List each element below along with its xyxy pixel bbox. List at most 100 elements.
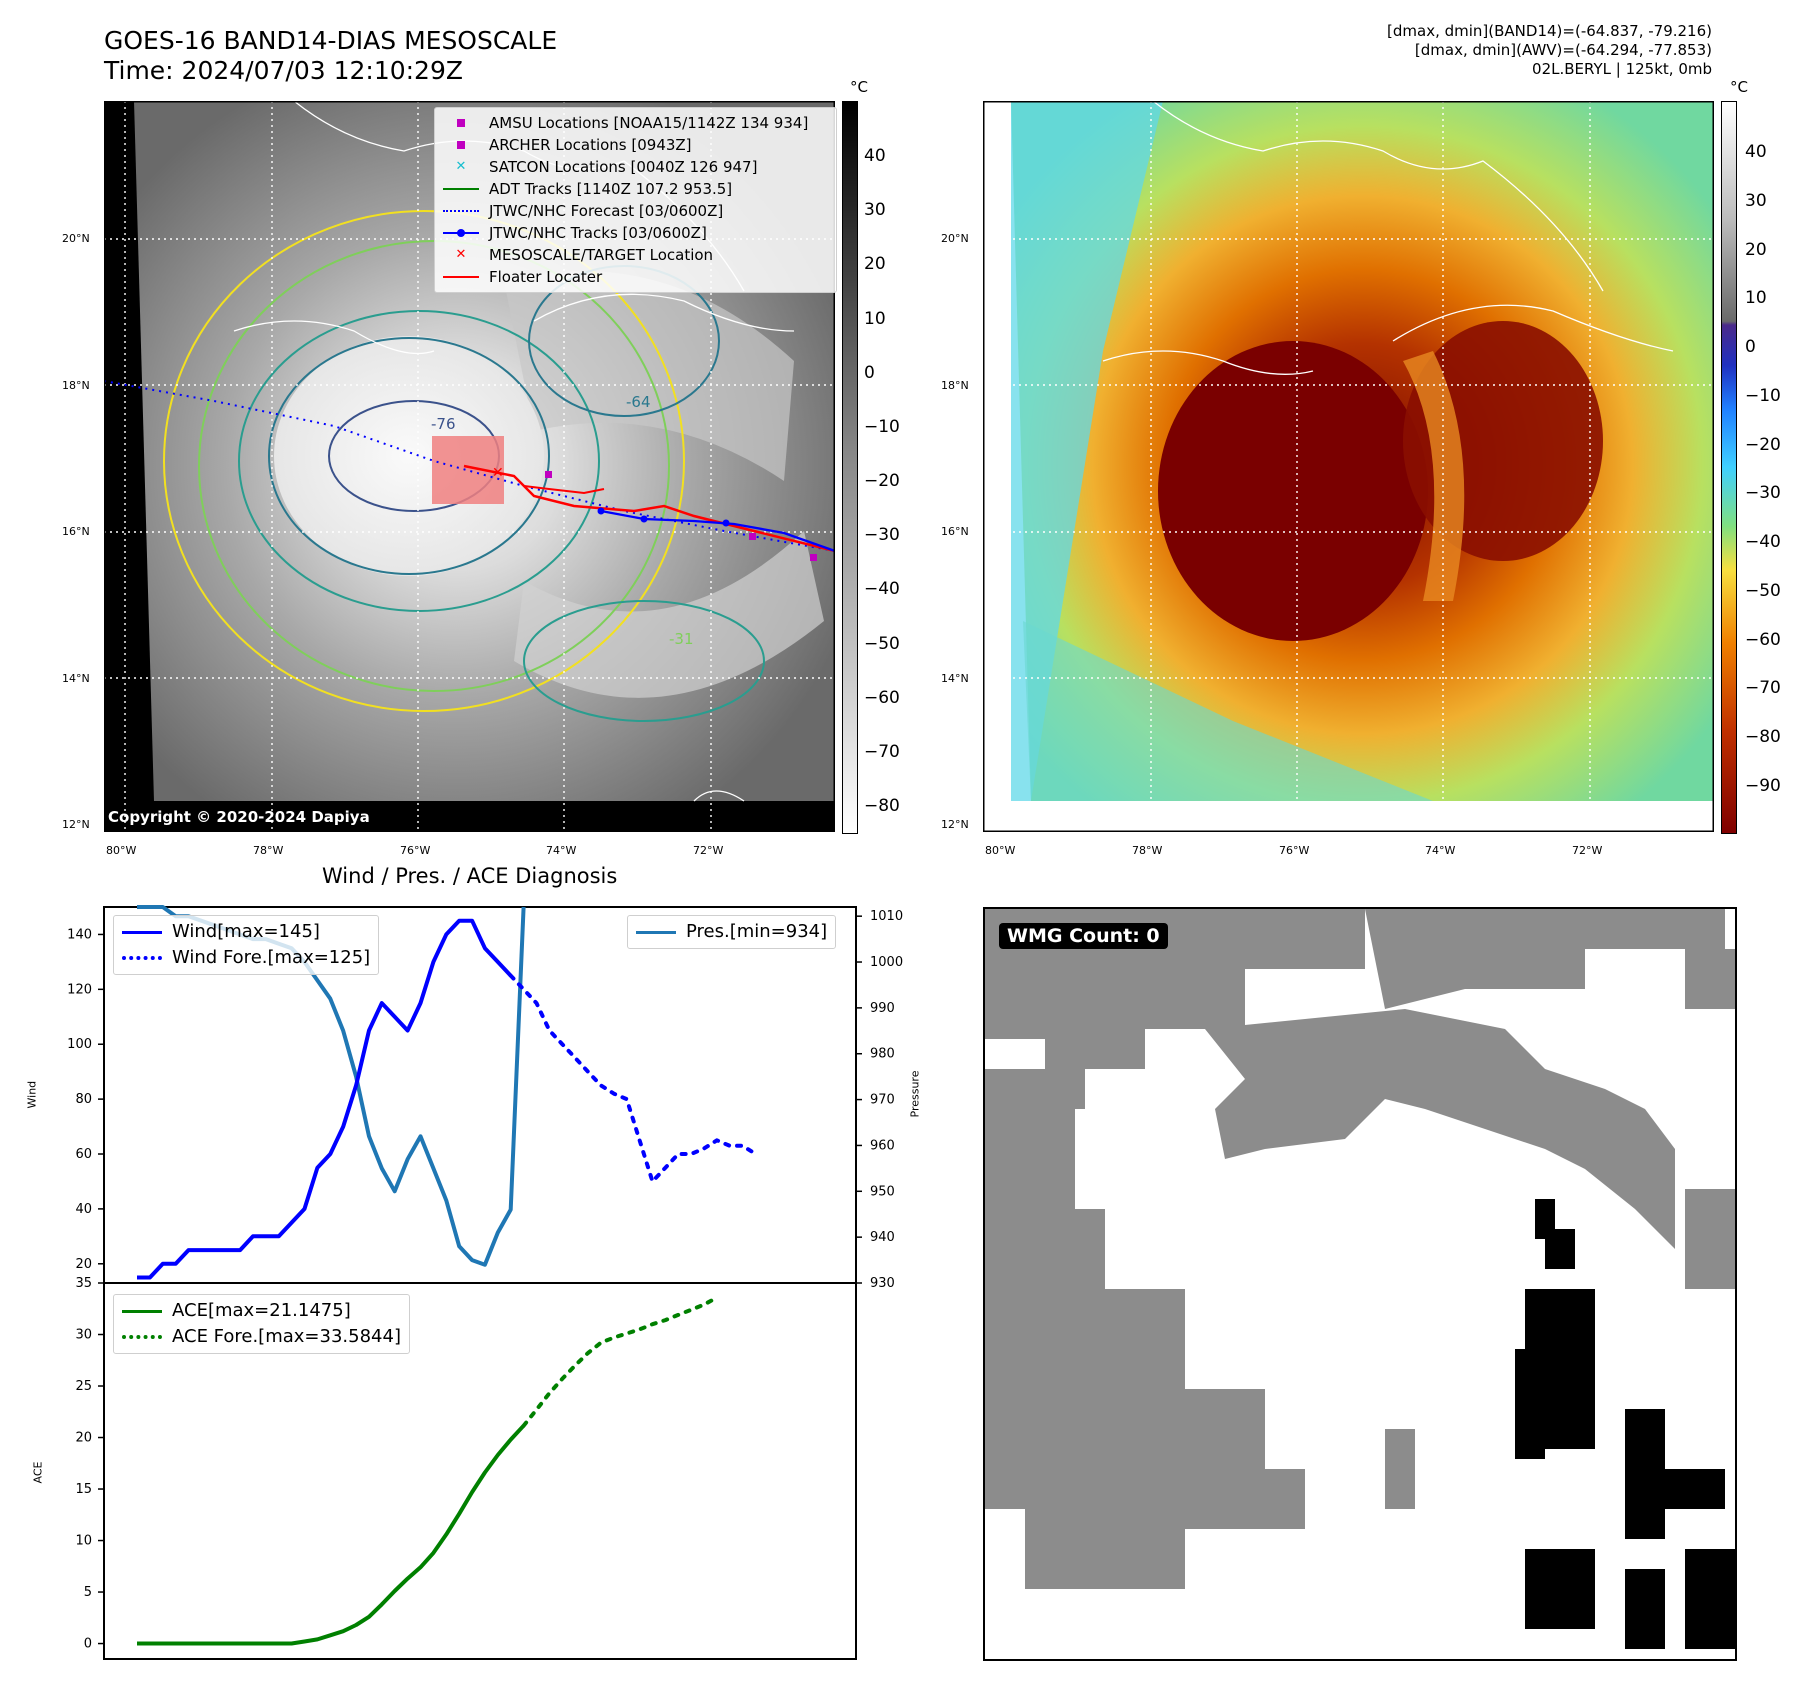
ace-tick-label: 10 — [75, 1534, 92, 1549]
lon-label-78w: 78°W — [253, 844, 284, 857]
lon-label-74w-right: 74°W — [1425, 844, 1456, 857]
wind-tick-label: 120 — [67, 982, 92, 997]
color-colorbar-ticks: 40 30 20 10 0 −10 −20 −30 −40 −50 −60 −7… — [1745, 142, 1781, 796]
ace-axis-label-wrap: ACE — [26, 1462, 50, 1495]
pres-axis-label-wrap: Pressure — [909, 1071, 936, 1120]
legend-wind-forecast: Wind Fore.[max=125] — [122, 945, 370, 971]
info-band14: [dmax, dmin](BAND14)=(-64.837, -79.216) — [1387, 22, 1712, 40]
wind-tick-label: 40 — [75, 1202, 92, 1217]
legend-item-adt: ADT Tracks [1140Z 107.2 953.5] — [443, 178, 836, 200]
lon-label-72w-right: 72°W — [1572, 844, 1603, 857]
pres-tick-label: 960 — [870, 1138, 895, 1153]
legend-ace: ACE[max=21.1475] — [122, 1298, 401, 1324]
gray-colorbar-ticks: 40 30 20 10 0 −10 −20 −30 −40 −50 −60 −7… — [864, 146, 900, 816]
wmg-panel: WMG Count: 0 — [983, 907, 1737, 1661]
ace-tick-label: 35 — [75, 1276, 92, 1291]
pres-tick-label: 1010 — [870, 909, 903, 924]
wind-tick-label: 100 — [67, 1037, 92, 1052]
gray-colorbar — [842, 101, 858, 834]
legend-item-jtwc-tracks: JTWC/NHC Tracks [03/0600Z] — [443, 222, 836, 244]
lat-label-18n: 18°N — [62, 379, 90, 392]
wind-tick-label: 80 — [75, 1092, 92, 1107]
ace-line — [137, 1424, 526, 1646]
wind-tick-label: 60 — [75, 1147, 92, 1162]
mesoscale-target-box — [432, 436, 504, 504]
legend-item-floater: Floater Locater — [443, 266, 836, 288]
lat-label-14n-right: 14°N — [941, 672, 969, 685]
gray-colorbar-unit: °C — [850, 78, 868, 96]
legend-ace-forecast: ACE Fore.[max=33.5844] — [122, 1324, 401, 1350]
amsu-marker — [545, 471, 552, 478]
lon-label-76w: 76°W — [400, 844, 431, 857]
legend-item-amsu: AMSU Locations [NOAA15/1142Z 134 934] — [443, 112, 836, 134]
lat-label-20n: 20°N — [62, 232, 90, 245]
lon-label-80w: 80°W — [106, 844, 137, 857]
wind-legend: Wind[max=145] Wind Fore.[max=125] — [113, 915, 380, 975]
pres-tick-label: 990 — [870, 1001, 895, 1016]
wind-forecast-line — [508, 973, 758, 1184]
pressure-legend: Pres.[min=934] — [627, 915, 837, 949]
legend-pressure: Pres.[min=934] — [636, 919, 827, 945]
pres-tick-label: 970 — [870, 1093, 895, 1108]
diagnosis-title: Wind / Pres. / ACE Diagnosis — [322, 864, 618, 888]
ace-tick-label: 15 — [75, 1482, 92, 1497]
ace-axis-label: ACE — [31, 1461, 45, 1484]
ace-tick-label: 0 — [84, 1637, 92, 1652]
info-awv: [dmax, dmin](AWV)=(-64.294, -77.853) — [1414, 41, 1712, 59]
lat-label-12n-right: 12°N — [941, 818, 969, 831]
pres-axis-label: Pressure — [908, 1070, 922, 1118]
contour-label-76: -76 — [431, 415, 456, 433]
lat-label-14n: 14°N — [62, 672, 90, 685]
lon-label-74w: 74°W — [546, 844, 577, 857]
pres-tick-label: 940 — [870, 1230, 895, 1245]
color-map-svg — [982, 100, 1715, 833]
wmg-mask-svg — [985, 909, 1735, 1649]
wmg-region-gray — [985, 909, 1365, 1109]
lon-label-72w: 72°W — [693, 844, 724, 857]
lon-label-78w-right: 78°W — [1132, 844, 1163, 857]
mesoscale-target-marker: ✕ — [492, 465, 504, 481]
lat-label-16n: 16°N — [62, 525, 90, 538]
lat-label-18n-right: 18°N — [941, 379, 969, 392]
ir-map-panel: ✕ -76 -64 -31 AMSU Locations [NOAA15/114… — [103, 100, 837, 833]
color-map-panel — [982, 100, 1715, 833]
ace-tick-label: 5 — [84, 1585, 92, 1600]
legend-item-target: ✕ MESOSCALE/TARGET Location — [455, 246, 714, 264]
ace-tick-label: 20 — [75, 1431, 92, 1446]
copyright-text: Copyright © 2020-2024 Dapiya — [108, 808, 370, 826]
ace-legend: ACE[max=21.1475] ACE Fore.[max=33.5844] — [113, 1294, 410, 1354]
pres-tick-label: 930 — [870, 1276, 895, 1291]
wind-tick-label: 140 — [67, 927, 92, 942]
wind-tick-label: 20 — [75, 1257, 92, 1272]
legend-item-archer: ARCHER Locations [0943Z] — [443, 134, 836, 156]
legend-item-forecast: JTWC/NHC Forecast [03/0600Z] — [443, 200, 836, 222]
ace-forecast-line — [521, 1295, 719, 1428]
info-block: [dmax, dmin](BAND14)=(-64.837, -79.216) … — [1387, 22, 1712, 79]
wind-axis-label-wrap: Wind — [20, 1081, 44, 1120]
color-cdo — [1158, 341, 1428, 641]
legend-item-satcon: ✕ SATCON Locations [0040Z 126 947] — [455, 158, 758, 176]
color-colorbar — [1721, 101, 1737, 834]
lon-label-80w-right: 80°W — [985, 844, 1016, 857]
legend-wind: Wind[max=145] — [122, 919, 370, 945]
pres-tick-label: 980 — [870, 1047, 895, 1062]
wind-axis-label: Wind — [25, 1080, 39, 1109]
info-storm: 02L.BERYL | 125kt, 0mb — [1532, 60, 1712, 78]
ir-cdo — [274, 336, 544, 576]
lon-label-76w-right: 76°W — [1279, 844, 1310, 857]
wmg-count-badge: WMG Count: 0 — [999, 923, 1168, 949]
ir-map-legend: AMSU Locations [NOAA15/1142Z 134 934] AR… — [434, 107, 837, 293]
figure-title: GOES-16 BAND14-DIAS MESOSCALE — [104, 26, 558, 55]
contour-label-64: -64 — [626, 393, 651, 411]
color-map-gridlines — [983, 101, 1714, 832]
color-colorbar-unit: °C — [1730, 78, 1748, 96]
jtwc-track — [600, 509, 836, 553]
lat-label-16n-right: 16°N — [941, 525, 969, 538]
lat-label-12n: 12°N — [62, 818, 90, 831]
ace-tick-label: 25 — [75, 1379, 92, 1394]
ace-tick-label: 30 — [75, 1328, 92, 1343]
contour-label-31: -31 — [669, 630, 694, 648]
figure-time: Time: 2024/07/03 12:10:29Z — [104, 56, 463, 85]
floater-locater — [463, 464, 836, 553]
lat-label-20n-right: 20°N — [941, 232, 969, 245]
